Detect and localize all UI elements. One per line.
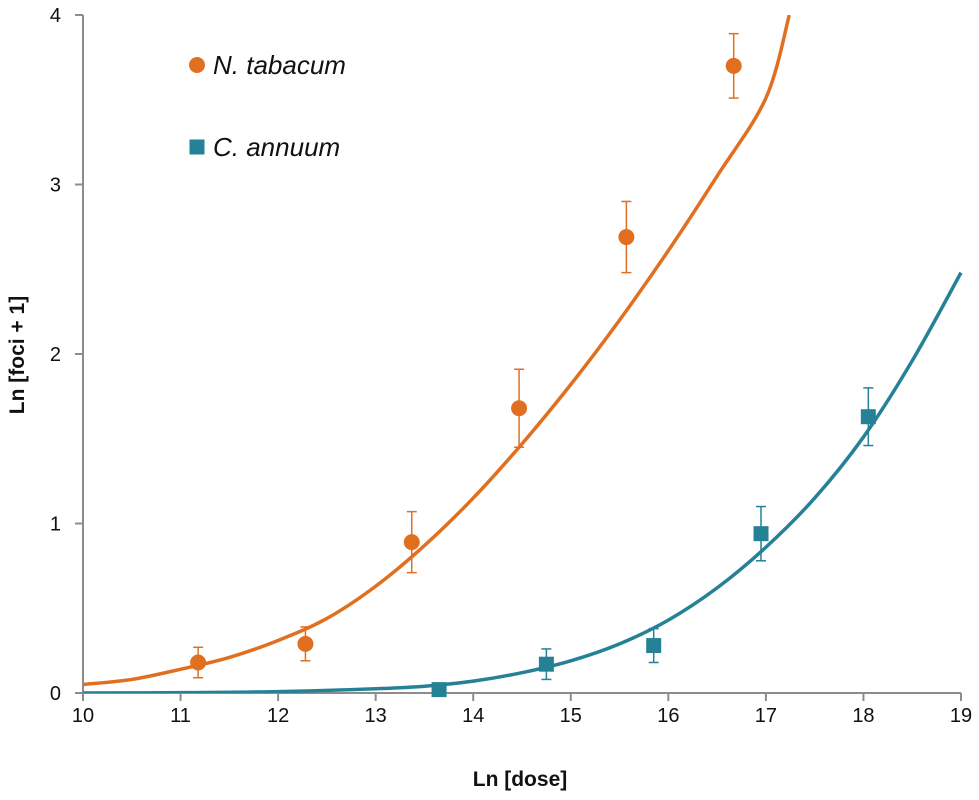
x-tick-label: 11 (170, 705, 191, 727)
data-point-circle (190, 654, 207, 671)
x-tick-label: 17 (755, 705, 777, 727)
fit-curve-series-0 (83, 15, 791, 687)
x-tick-label: 15 (560, 705, 582, 727)
y-tick-label: 2 (50, 344, 61, 366)
x-axis-title: Ln [dose] (473, 768, 568, 791)
y-tick-label: 1 (50, 514, 61, 536)
x-tick-label: 18 (852, 705, 874, 727)
x-tick-label: 16 (657, 705, 679, 727)
x-tick-label: 19 (950, 705, 972, 727)
x-tick-label: 10 (72, 705, 94, 727)
x-tick-label: 14 (462, 705, 484, 727)
data-point-square (431, 682, 447, 698)
data-point-square (646, 638, 662, 654)
legend-marker-square (189, 139, 205, 155)
data-point-square (538, 656, 554, 672)
x-tick-label: 12 (267, 705, 289, 727)
y-tick-label: 0 (50, 683, 61, 705)
data-point-circle (403, 534, 420, 551)
data-point-square (860, 409, 876, 425)
data-point-circle (511, 400, 528, 417)
data-point-circle (618, 229, 635, 246)
fit-curve-series-1 (83, 271, 963, 693)
legend-label: N. tabacum (213, 50, 346, 80)
data-point-circle (297, 635, 314, 652)
x-tick-label: 13 (365, 705, 387, 727)
data-point-circle (725, 57, 742, 74)
legend: N. tabacum C. annuum (189, 50, 346, 162)
y-axis-title: Ln [foci + 1] (6, 296, 29, 414)
legend-marker-circle (189, 57, 205, 73)
fit-curves (83, 15, 963, 693)
data-marks (190, 32, 876, 698)
y-tick-label: 3 (50, 175, 61, 197)
legend-label: C. annuum (213, 132, 340, 162)
data-point-square (753, 526, 769, 542)
y-tick-label: 4 (50, 5, 61, 27)
